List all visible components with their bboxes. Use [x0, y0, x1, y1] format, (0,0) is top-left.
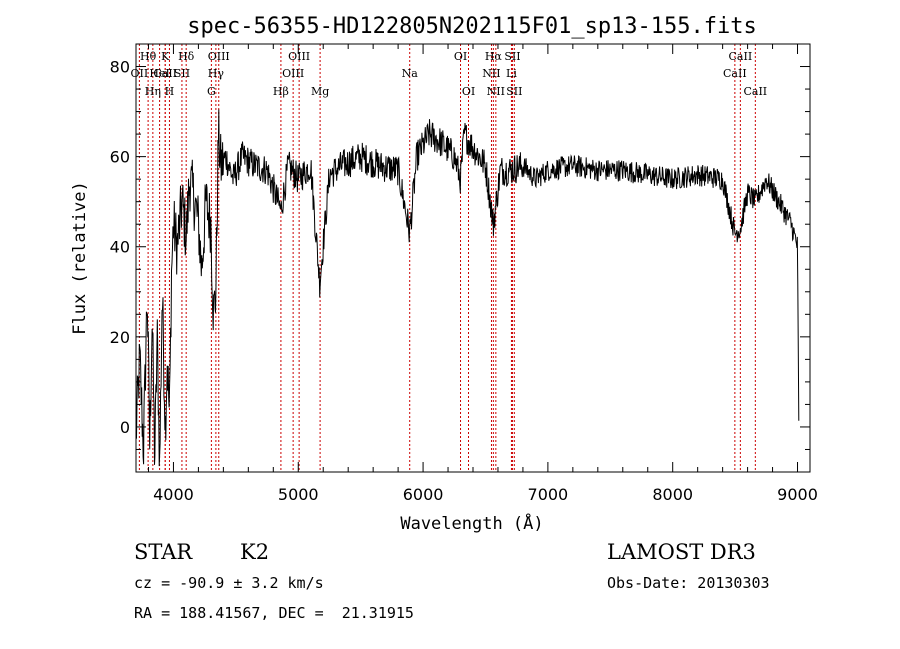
- marker-label-OIII-5007: OIII: [288, 50, 310, 63]
- x-axis-label: Wavelength (Å): [400, 512, 543, 534]
- marker-label-H-eta: Hη: [145, 85, 161, 98]
- object-subclass: K2: [240, 540, 270, 564]
- object-class: STAR: [134, 540, 193, 564]
- survey-name: LAMOST DR3: [607, 540, 756, 564]
- marker-label-H-theta: Hθ: [140, 50, 157, 63]
- marker-label-Li: Li: [506, 67, 517, 80]
- y-tick-label: 60: [110, 148, 130, 167]
- marker-label-CaII-8498: CaII: [723, 67, 747, 80]
- y-tick-label: 40: [110, 238, 130, 257]
- observation-date: Obs-Date: 20130303: [607, 574, 770, 592]
- marker-label-NII-6548: NII: [482, 67, 500, 80]
- marker-label-H-beta: Hβ: [273, 85, 289, 98]
- marker-label-OIII-4959: OIII: [282, 67, 304, 80]
- redshift-cz: cz = -90.9 ± 3.2 km/s: [134, 574, 324, 592]
- marker-label-OII: OII: [131, 67, 149, 80]
- marker-label-H-alpha: Hα: [485, 50, 503, 63]
- marker-label-Mg: Mg: [311, 85, 329, 98]
- line-markers: [138, 44, 756, 472]
- x-tick-label: 8000: [652, 485, 693, 504]
- x-tick-label: 5000: [278, 485, 319, 504]
- marker-label-H-delta: Hδ: [178, 50, 195, 63]
- marker-label-OI-6300: OI: [454, 50, 467, 63]
- marker-label-CaII-H: H: [165, 85, 175, 98]
- plot-frame: [135, 43, 811, 473]
- coordinates: RA = 188.41567, DEC = 21.31915: [134, 604, 414, 622]
- marker-label-OI-6364: OI: [462, 85, 475, 98]
- line-marker-labels: CaII H Hθ OII HeI Hη K SII Hδ G Hγ OIII Hβ OIII OIII Mg…: [131, 50, 768, 98]
- marker-label-OIII-4363: OIII: [208, 50, 230, 63]
- y-tick-label: 0: [120, 418, 130, 437]
- marker-label-CaII-8662: CaII: [743, 85, 767, 98]
- marker-label-SII-6731: SII: [506, 85, 522, 98]
- marker-label-NII-6583: NII: [487, 85, 505, 98]
- x-tick-label: 9000: [777, 485, 818, 504]
- x-tick-label: 6000: [403, 485, 444, 504]
- marker-label-Na: Na: [402, 67, 419, 80]
- y-axis-label: Flux (relative): [70, 181, 90, 335]
- x-tick-label: 7000: [528, 485, 569, 504]
- marker-label-SII-4068: SII: [174, 67, 190, 80]
- x-axis-ticks: 4000 5000 6000 7000 8000 9000: [147, 44, 818, 504]
- spectrum-line: [135, 109, 800, 467]
- y-tick-label: 20: [110, 328, 130, 347]
- marker-label-SII-6716: SII: [504, 50, 520, 63]
- marker-label-CaII-8542: CaII: [729, 50, 753, 63]
- y-tick-label: 80: [110, 58, 130, 77]
- marker-label-H-gamma: Hγ: [208, 67, 225, 80]
- marker-label-HeI: HeI: [149, 67, 169, 80]
- y-axis-ticks: 0 20 40 60 80: [110, 43, 810, 450]
- chart-title: spec-56355-HD122805N202115F01_sp13-155.f…: [187, 14, 757, 39]
- marker-label-G: G: [207, 85, 216, 98]
- x-tick-label: 4000: [153, 485, 194, 504]
- marker-label-K: K: [161, 50, 170, 63]
- marker-label-CaII: CaII: [153, 67, 177, 80]
